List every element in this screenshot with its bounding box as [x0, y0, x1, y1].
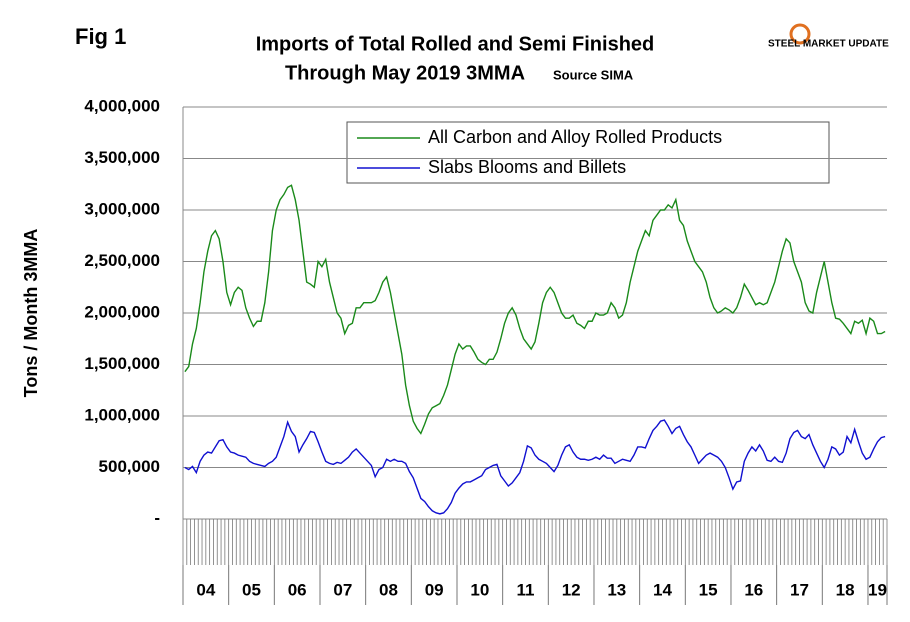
x-group-label: 05 — [242, 580, 261, 599]
x-group-label: 07 — [333, 580, 352, 599]
y-tick-label: 3,000,000 — [84, 199, 160, 218]
x-group-label: 18 — [836, 580, 855, 599]
legend-label: Slabs Blooms and Billets — [428, 157, 626, 177]
y-axis-label: Tons / Month 3MMA — [21, 229, 41, 398]
x-group-label: 13 — [607, 580, 626, 599]
series-line — [184, 419, 886, 515]
figure-label: Fig 1 — [75, 24, 126, 49]
x-group-label: 04 — [196, 580, 215, 599]
x-group-label: 17 — [790, 580, 809, 599]
y-tick-label: 1,000,000 — [84, 405, 160, 424]
x-group-label: 12 — [562, 580, 581, 599]
y-tick-label: 2,000,000 — [84, 302, 160, 321]
source-note: Source SIMA — [553, 67, 634, 82]
series-line — [184, 184, 886, 435]
logo-icon — [789, 23, 811, 45]
y-tick-label: 500,000 — [99, 457, 160, 476]
y-tick-label: - — [154, 508, 160, 527]
x-group-label: 16 — [744, 580, 763, 599]
y-tick-label: 3,500,000 — [84, 148, 160, 167]
y-tick-label: 1,500,000 — [84, 354, 160, 373]
x-group-label: 15 — [699, 580, 718, 599]
chart-subtitle: Through May 2019 3MMA — [285, 62, 525, 84]
y-tick-label: 4,000,000 — [84, 96, 160, 115]
x-group-label: 08 — [379, 580, 398, 599]
x-group-label: 09 — [425, 580, 444, 599]
x-group-label: 11 — [516, 580, 534, 599]
legend — [346, 121, 830, 184]
y-tick-label: 2,500,000 — [84, 251, 160, 270]
x-group-label: 19 — [868, 580, 887, 599]
x-group-label: 06 — [288, 580, 307, 599]
x-group-label: 10 — [470, 580, 489, 599]
chart-title: Imports of Total Rolled and Semi Finishe… — [256, 33, 655, 55]
logo: STEEL MARKET UPDATE — [768, 39, 889, 50]
legend-label: All Carbon and Alloy Rolled Products — [428, 127, 722, 147]
x-group-label: 14 — [653, 580, 672, 599]
